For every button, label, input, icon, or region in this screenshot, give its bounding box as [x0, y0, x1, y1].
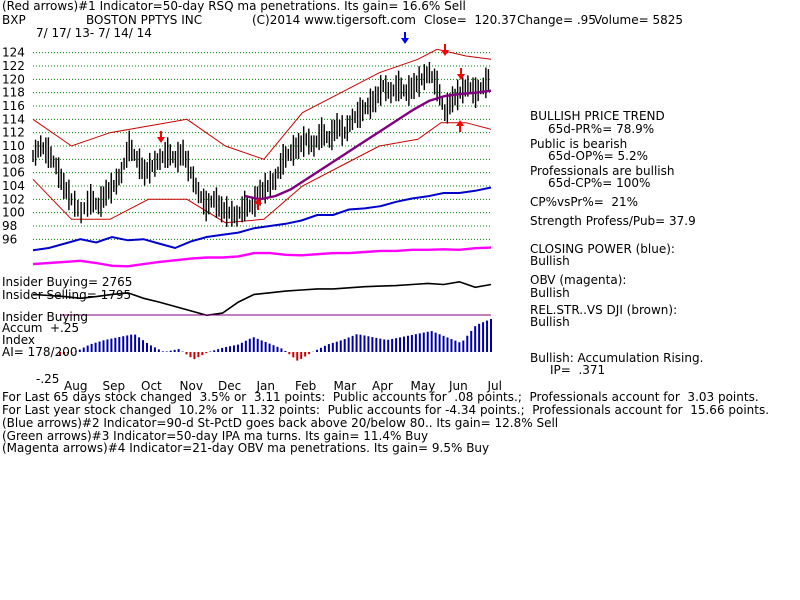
pr-value: 65d-PR%= 78.9%: [548, 122, 655, 136]
ma50-line: [244, 89, 492, 201]
insider-buying-mid: Insider Buying: [2, 310, 88, 324]
y-tick-label: 112: [2, 126, 25, 140]
signal-arrow: [254, 198, 262, 210]
accum-rising: Bullish: Accumulation Rising.: [530, 351, 704, 365]
month-label: Nov: [180, 379, 203, 393]
footer-magenta-arrows: (Magenta arrows)#4 Indicator=21-day OBV …: [2, 441, 490, 455]
insider-buying-top: Insider Buying= 2765: [2, 275, 133, 289]
relstr-status: Bullish: [530, 315, 570, 329]
y-tick-label: 102: [2, 192, 25, 206]
month-label: Dec: [218, 379, 241, 393]
y-tick-label: 122: [2, 59, 25, 73]
closing-power-status: Bullish: [530, 254, 570, 268]
strength-value: Strength Profess/Pub= 37.9: [530, 214, 696, 228]
price-bars: [32, 62, 490, 227]
accum-label: Accum: [2, 321, 43, 335]
month-label: Jun: [448, 379, 468, 393]
signal-arrow: [157, 131, 165, 143]
price-bands: [32, 48, 492, 224]
month-label: Apr: [372, 379, 393, 393]
public-status: Public is bearish: [530, 137, 628, 151]
grid-lines: [33, 52, 491, 240]
ai-value: AI= 178/200: [2, 345, 78, 359]
change-value: Change= .95: [517, 13, 596, 27]
signal-arrow: [401, 32, 409, 44]
signal-arrow: [456, 120, 464, 132]
trend-title: BULLISH PRICE TREND: [530, 109, 665, 123]
y-tick-label: 98: [2, 219, 17, 233]
lower-band-line: [32, 122, 492, 224]
upper-band-line: [32, 48, 492, 160]
company-name: BOSTON PPTYS INC: [86, 13, 203, 27]
close-value: Close= 120.37: [424, 13, 517, 27]
y-tick-label: 118: [2, 86, 25, 100]
month-label: Sep: [103, 379, 126, 393]
ticker: BXP: [2, 13, 26, 27]
professionals-status: Professionals are bullish: [530, 164, 675, 178]
closing-power-line: [32, 186, 492, 252]
month-label: Feb: [295, 379, 316, 393]
moving-average: [244, 89, 492, 201]
month-label: Aug: [64, 379, 87, 393]
obv-label: OBV (magenta):: [530, 273, 627, 287]
relstr-line: [32, 280, 492, 317]
y-tick-label: 120: [2, 72, 25, 86]
lower-indicators: [32, 186, 492, 361]
index-label: Index: [2, 333, 36, 347]
footer-blue-arrows: (Blue arrows)#2 Indicator=90-d St-PctD g…: [2, 416, 559, 430]
month-label: Oct: [141, 379, 162, 393]
relstr-label: REL.STR..VS DJI (brown):: [530, 303, 678, 317]
y-tick-label: 124: [2, 46, 25, 60]
y-tick-label: 96: [2, 232, 17, 246]
y-tick-label: 114: [2, 112, 25, 126]
cpvspr-value: CP%vsPr%= 21%: [530, 195, 639, 209]
x-month-labels: Aug Sep Oct Nov Dec Jan Feb Mar Apr May Jun Jul: [64, 379, 502, 393]
accum-minus: -.25: [36, 372, 60, 386]
month-label: Mar: [334, 379, 357, 393]
op-value: 65d-OP%= 5.2%: [548, 149, 648, 163]
obv-status: Bullish: [530, 286, 570, 300]
month-label: Jul: [487, 379, 502, 393]
signal-arrow: [457, 68, 465, 80]
closing-power-label: CLOSING POWER (blue):: [530, 242, 675, 256]
y-tick-label: 116: [2, 99, 25, 113]
month-label: Jan: [256, 379, 276, 393]
volume-value: Volume= 5825: [594, 13, 684, 27]
date-range: 7/ 17/ 13- 7/ 14/ 14: [36, 26, 152, 40]
obv-line: [32, 246, 492, 268]
insider-selling: Insider Selling= 1795: [2, 288, 132, 302]
y-tick-label: 106: [2, 166, 25, 180]
cp-value: 65d-CP%= 100%: [548, 176, 651, 190]
signal-arrow: [441, 44, 449, 56]
footer-65-days: For Last 65 days stock changed 3.5% or 3…: [2, 390, 759, 404]
y-tick-label: 108: [2, 152, 25, 166]
indicator-1-line: (Red arrows)#1 Indicator=50-day RSQ ma p…: [2, 0, 466, 13]
y-tick-label: 100: [2, 206, 25, 220]
y-tick-labels: 1241221201181161141121101081061041021009…: [2, 46, 25, 247]
footer-last-year: For Last year stock changed 10.2% or 11.…: [2, 403, 770, 417]
y-tick-label: 110: [2, 139, 25, 153]
ip-value: IP= .371: [550, 363, 606, 377]
accum-plus: +.25: [50, 321, 80, 335]
y-tick-label: 104: [2, 179, 25, 193]
signal-arrows: [157, 32, 465, 210]
footer-green-arrows: (Green arrows)#3 Indicator=50-day IPA ma…: [2, 429, 429, 443]
month-label: May: [411, 379, 436, 393]
copyright: (C)2014 www.tigersoft.com: [252, 13, 416, 27]
